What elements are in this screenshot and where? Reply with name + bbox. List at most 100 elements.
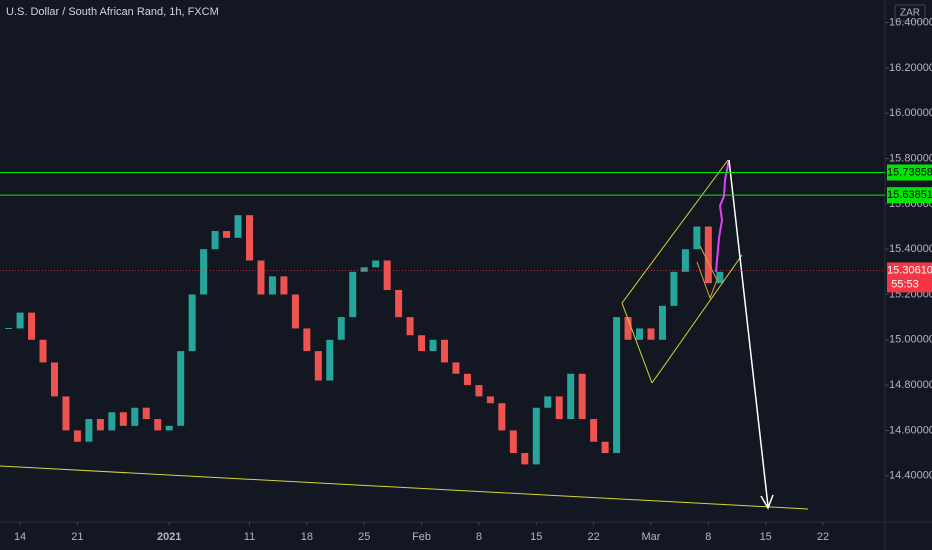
y-tick-label: 15.80000: [889, 152, 932, 164]
level-label: 15.63851: [887, 189, 932, 201]
x-tick-label: 22: [817, 531, 829, 543]
candle: [658, 305, 666, 340]
candle: [280, 276, 288, 295]
channel-edge: [621, 302, 653, 384]
candle: [268, 276, 276, 295]
projection-path: [715, 159, 730, 273]
candle: [555, 396, 563, 420]
candle: [62, 396, 70, 431]
candle: [441, 339, 449, 363]
x-tick-label: Feb: [412, 531, 431, 543]
candle: [211, 231, 219, 250]
candle: [337, 317, 345, 340]
x-tick-label: Mar: [642, 531, 661, 543]
candle: [590, 419, 598, 442]
y-tick-label: 15.40000: [889, 243, 932, 255]
x-tick-label: 11: [244, 531, 255, 543]
candle: [521, 453, 529, 465]
candle: [475, 385, 483, 397]
level-tag: [887, 187, 932, 204]
y-tick-label: 14.40000: [889, 470, 932, 482]
candle: [429, 339, 437, 352]
candle: [50, 362, 58, 397]
drawings: [0, 159, 809, 510]
candle: [418, 335, 426, 352]
candle: [108, 412, 116, 431]
candle: [326, 339, 334, 381]
y-tick-label: 14.80000: [889, 379, 932, 391]
candle: [131, 407, 139, 426]
y-tick-label: 16.40000: [889, 17, 932, 29]
candle: [670, 271, 678, 306]
level-tag: [887, 164, 932, 181]
candle: [372, 260, 380, 268]
channel-upper: [621, 159, 729, 304]
candle: [142, 407, 150, 420]
x-tick-label: 18: [301, 531, 313, 543]
candle: [291, 294, 299, 329]
last-price-label: 15.30610: [887, 264, 932, 276]
candle: [601, 441, 609, 454]
candle: [119, 412, 127, 426]
x-tick-label: 22: [588, 531, 600, 543]
candle: [681, 249, 689, 272]
candle: [200, 249, 208, 295]
candle: [360, 267, 368, 272]
candle: [223, 231, 231, 238]
candle: [85, 419, 93, 442]
candle: [39, 339, 47, 363]
candle: [532, 407, 540, 465]
currency-box: [894, 4, 926, 22]
chart-title: U.S. Dollar / South African Rand, 1h, FX…: [6, 6, 219, 18]
candle: [177, 351, 185, 426]
candle: [96, 419, 104, 431]
y-tick-label: 16.20000: [889, 62, 932, 74]
candle: [624, 317, 632, 340]
candle: [613, 317, 621, 454]
candle: [383, 260, 391, 290]
x-tick-label: 8: [476, 531, 482, 543]
candle: [406, 317, 414, 336]
level-label: 15.73858: [887, 166, 932, 178]
candle: [395, 289, 403, 318]
candle: [452, 362, 460, 374]
candle: [349, 271, 357, 318]
x-tick-label: 2021: [157, 531, 181, 543]
candle: [165, 425, 173, 431]
candle: [188, 294, 196, 352]
arrow-head: [760, 494, 774, 510]
last-price-tag: [887, 262, 932, 293]
candle: [257, 260, 265, 295]
candle: [716, 271, 724, 284]
candle: [154, 419, 162, 431]
candle: [647, 328, 655, 340]
candle: [28, 312, 36, 340]
projection-arrow: [728, 159, 769, 507]
candle: [636, 328, 644, 340]
x-tick-label: 8: [705, 531, 711, 543]
candle: [463, 373, 471, 386]
candle: [303, 328, 311, 352]
candle: [704, 226, 712, 284]
y-tick-label: 16.00000: [889, 107, 932, 119]
candle: [498, 403, 506, 431]
trend-line: [0, 465, 809, 510]
candle: [314, 351, 322, 381]
candle: [693, 226, 701, 250]
candle: [16, 312, 24, 329]
channel-lower: [651, 254, 743, 384]
x-tick-label: 15: [760, 531, 772, 543]
candle: [578, 373, 586, 420]
x-tick-label: 21: [71, 531, 83, 543]
candle: [509, 430, 517, 454]
x-tick-label: 25: [358, 531, 370, 543]
candle: [73, 430, 81, 442]
flag: [696, 245, 718, 300]
candle: [567, 373, 575, 420]
candle: [245, 215, 253, 261]
y-tick-label: 14.60000: [889, 424, 932, 436]
x-tick-label: 14: [14, 531, 26, 543]
y-tick-label: 15.00000: [889, 334, 932, 346]
